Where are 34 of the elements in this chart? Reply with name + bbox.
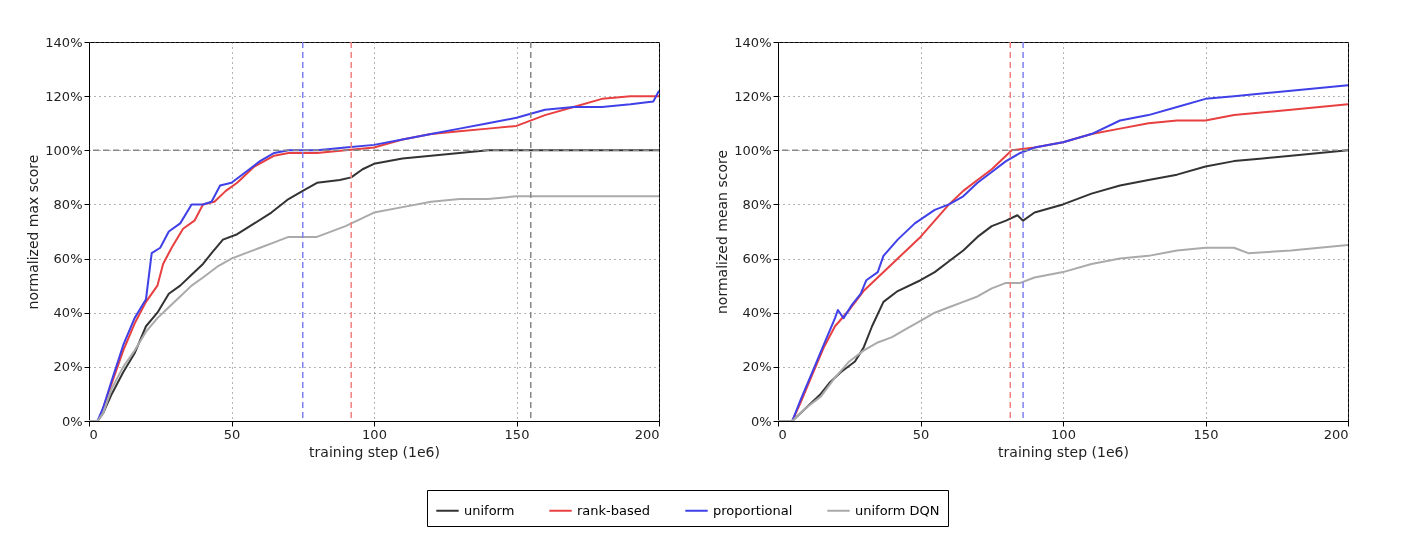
x-axis-title: training step (1e6) bbox=[998, 443, 1129, 460]
y-tick-label: 20% bbox=[53, 359, 83, 375]
x-tick-label: 100 bbox=[362, 426, 387, 442]
y-axis-title: normalized max score bbox=[25, 154, 42, 310]
x-tick-label: 0 bbox=[778, 426, 787, 442]
y-tick-label: 0% bbox=[750, 413, 772, 429]
legend-label: uniform bbox=[464, 502, 515, 518]
y-axis-title: normalized mean score bbox=[714, 149, 731, 315]
x-tick-label: 100 bbox=[1051, 426, 1076, 442]
y-tick-label: 40% bbox=[53, 305, 83, 321]
y-tick-label: 140% bbox=[734, 34, 772, 50]
x-tick-label: 200 bbox=[1323, 426, 1349, 442]
legend-label: uniform DQN bbox=[855, 502, 940, 518]
y-tick-label: 0% bbox=[61, 413, 83, 429]
x-tick-label: 150 bbox=[1193, 426, 1219, 442]
y-tick-label: 120% bbox=[734, 88, 772, 104]
y-tick-label: 100% bbox=[45, 142, 83, 158]
x-tick-label: 50 bbox=[223, 426, 241, 442]
y-tick-label: 60% bbox=[742, 251, 772, 267]
y-tick-label: 140% bbox=[45, 34, 83, 50]
y-tick-label: 80% bbox=[742, 196, 772, 212]
y-tick-label: 80% bbox=[53, 196, 83, 212]
y-tick-label: 20% bbox=[742, 359, 772, 375]
x-tick-label: 50 bbox=[912, 426, 930, 442]
x-axis-title: training step (1e6) bbox=[309, 443, 440, 460]
x-tick-label: 0 bbox=[89, 426, 98, 442]
x-tick-label: 200 bbox=[634, 426, 660, 442]
legend-label: proportional bbox=[713, 502, 793, 518]
y-tick-label: 120% bbox=[45, 88, 83, 104]
y-tick-label: 60% bbox=[53, 251, 83, 267]
x-tick-label: 150 bbox=[504, 426, 530, 442]
y-tick-label: 100% bbox=[734, 142, 772, 158]
y-tick-label: 40% bbox=[742, 305, 772, 321]
legend-label: rank-based bbox=[577, 502, 651, 518]
